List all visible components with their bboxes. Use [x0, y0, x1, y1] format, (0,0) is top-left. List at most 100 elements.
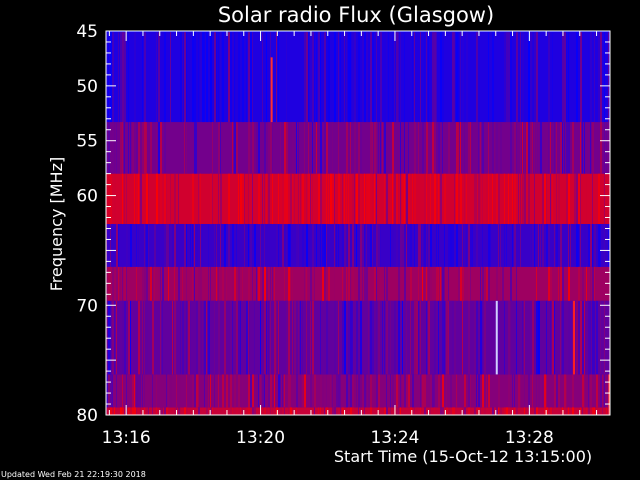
heatmap-stripe — [496, 407, 498, 415]
heatmap-stripe — [198, 32, 199, 123]
heatmap-stripe — [442, 407, 444, 415]
heatmap-stripe — [438, 173, 439, 225]
heatmap-stripe — [406, 374, 408, 408]
heatmap-stripe — [580, 32, 582, 123]
heatmap-stripe — [106, 374, 108, 408]
heatmap-stripe — [550, 266, 552, 301]
heatmap-stripe — [180, 300, 181, 375]
heatmap-stripe — [256, 266, 257, 301]
heatmap-stripe — [208, 266, 209, 301]
heatmap-stripe — [394, 173, 396, 225]
heatmap-stripe — [302, 173, 304, 225]
heatmap-stripe — [360, 122, 362, 174]
heatmap-stripe — [310, 32, 312, 123]
heatmap-stripe — [110, 32, 112, 123]
heatmap-stripe — [354, 32, 356, 123]
heatmap-stripe — [400, 173, 401, 225]
heatmap-stripe — [248, 173, 249, 225]
heatmap-stripe — [434, 32, 436, 123]
heatmap-stripe — [424, 374, 426, 408]
heatmap-stripe — [304, 122, 305, 174]
heatmap-stripe — [442, 374, 444, 408]
heatmap-stripe — [578, 173, 580, 225]
heatmap-stripe — [460, 173, 462, 225]
heatmap-stripe — [458, 32, 459, 123]
heatmap-stripe — [408, 173, 410, 225]
heatmap-stripe — [454, 407, 455, 415]
heatmap-stripe — [556, 224, 558, 267]
heatmap-stripe — [358, 407, 359, 415]
heatmap-stripe — [602, 224, 603, 267]
chart-title: Solar radio Flux (Glasgow) — [218, 3, 494, 27]
heatmap-stripe — [434, 122, 436, 174]
heatmap-stripe — [306, 32, 308, 123]
heatmap-stripe — [376, 32, 377, 123]
heatmap-stripe — [328, 32, 330, 123]
heatmap-stripe — [546, 122, 548, 174]
heatmap-stripe — [162, 407, 163, 415]
heatmap-stripe — [228, 224, 230, 267]
heatmap-stripe — [438, 266, 439, 301]
heatmap-stripe — [166, 407, 168, 415]
heatmap-stripe — [558, 374, 560, 408]
heatmap-stripe — [144, 122, 146, 174]
heatmap-stripe — [124, 300, 126, 375]
heatmap-stripe — [386, 173, 388, 225]
heatmap-stripe — [392, 122, 394, 174]
heatmap-stripe — [364, 173, 365, 225]
heatmap-stripe — [194, 374, 196, 408]
heatmap-stripe — [410, 224, 412, 267]
heatmap-stripe — [528, 173, 530, 225]
heatmap-stripe — [388, 407, 390, 415]
heatmap-stripe — [608, 32, 609, 123]
heatmap-stripe — [326, 300, 328, 375]
heatmap-stripe — [512, 173, 513, 225]
heatmap-stripe — [170, 32, 171, 123]
heatmap-stripe — [250, 32, 252, 123]
heatmap-stripe — [334, 266, 335, 301]
heatmap-stripe — [208, 374, 209, 408]
heatmap-stripe — [356, 300, 358, 375]
heatmap-stripe — [148, 407, 149, 415]
heatmap-stripe — [438, 300, 439, 375]
heatmap-stripe — [390, 407, 391, 415]
heatmap-stripe — [242, 224, 243, 267]
heatmap-stripe — [324, 407, 325, 415]
heatmap-stripe — [270, 374, 272, 408]
heatmap-stripe — [212, 122, 213, 174]
heatmap-stripe — [136, 407, 137, 415]
heatmap-stripe — [536, 224, 538, 267]
heatmap-stripe — [146, 266, 148, 301]
heatmap-stripe — [440, 32, 442, 123]
heatmap-stripe — [110, 374, 112, 408]
heatmap-stripe — [112, 374, 113, 408]
heatmap-stripe — [520, 224, 521, 267]
heatmap-stripe — [194, 122, 196, 174]
heatmap-stripe — [384, 300, 385, 375]
heatmap-stripe — [224, 300, 226, 375]
heatmap-stripe — [204, 300, 206, 375]
heatmap-stripe — [420, 374, 421, 408]
heatmap-stripe — [438, 122, 440, 174]
heatmap-stripe — [132, 300, 133, 375]
heatmap-stripe — [318, 173, 320, 225]
heatmap-stripe — [260, 224, 261, 267]
heatmap-stripe — [290, 407, 292, 415]
heatmap-stripe — [488, 374, 490, 408]
heatmap-stripe — [396, 224, 398, 267]
heatmap-stripe — [600, 32, 602, 123]
heatmap-stripe — [468, 266, 470, 301]
heatmap-stripe — [290, 374, 291, 408]
heatmap-stripe — [424, 266, 425, 301]
heatmap-stripe — [554, 374, 556, 408]
heatmap-stripe — [128, 122, 129, 174]
heatmap-stripe — [198, 266, 200, 301]
heatmap-stripe — [476, 173, 477, 225]
heatmap-stripe — [412, 374, 414, 408]
heatmap-stripe — [364, 224, 365, 267]
heatmap-stripe — [156, 374, 157, 408]
heatmap-stripe — [286, 224, 287, 267]
heatmap-stripe — [440, 300, 442, 375]
heatmap-stripe — [350, 407, 352, 415]
heatmap-stripe — [110, 407, 112, 415]
